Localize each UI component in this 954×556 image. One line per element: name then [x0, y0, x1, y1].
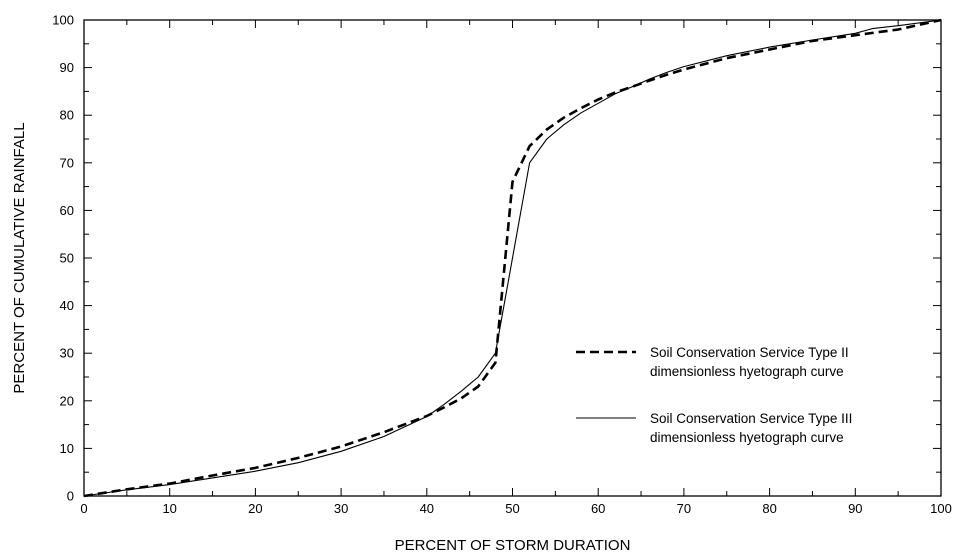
y-tick-label: 0: [67, 489, 74, 504]
x-tick-label: 100: [930, 501, 952, 516]
series-lines: [83, 18, 942, 498]
y-tick-label: 30: [60, 346, 74, 361]
x-axis-ticks: 0 10 20 30 40 50 60 70 80 90 100: [80, 20, 952, 516]
legend: Soil Conservation Service Type II dimensi…: [576, 345, 852, 445]
series-type-ii-line: [83, 18, 942, 498]
x-tick-label: 10: [162, 501, 176, 516]
y-tick-label: 100: [52, 13, 74, 28]
series-type-iii-line: [83, 19, 942, 497]
y-tick-label: 40: [60, 298, 74, 313]
x-tick-label: 20: [248, 501, 262, 516]
y-tick-label: 90: [60, 60, 74, 75]
y-tick-label: 70: [60, 155, 74, 170]
legend-label: dimensionless hyetograph curve: [650, 364, 844, 379]
x-tick-label: 40: [420, 501, 434, 516]
legend-label: Soil Conservation Service Type III: [650, 411, 852, 426]
y-tick-label: 60: [60, 203, 74, 218]
x-tick-label: 90: [848, 501, 862, 516]
x-tick-label: 80: [762, 501, 776, 516]
x-tick-label: 50: [505, 501, 519, 516]
x-tick-label: 70: [677, 501, 691, 516]
x-tick-label: 30: [334, 501, 348, 516]
y-axis-ticks: 0 10 20 30 40 50 60 70 80 90 100: [52, 13, 941, 504]
legend-label: Soil Conservation Service Type II: [650, 345, 849, 360]
y-tick-label: 10: [60, 441, 74, 456]
x-axis-label: PERCENT OF STORM DURATION: [395, 537, 631, 554]
y-tick-label: 50: [60, 251, 74, 266]
y-axis-label: PERCENT OF CUMULATIVE RAINFALL: [11, 122, 28, 393]
legend-label: dimensionless hyetograph curve: [650, 430, 844, 445]
y-tick-label: 20: [60, 393, 74, 408]
x-tick-label: 60: [591, 501, 605, 516]
y-tick-label: 80: [60, 108, 74, 123]
x-tick-label: 0: [80, 501, 87, 516]
